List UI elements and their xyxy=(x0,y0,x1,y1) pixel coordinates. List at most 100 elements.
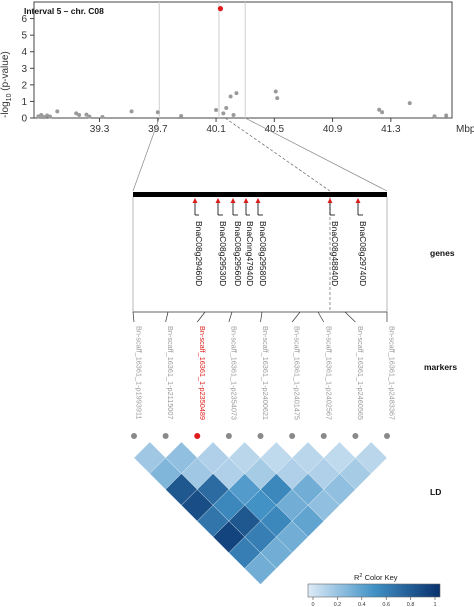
snp-point xyxy=(74,111,79,116)
gene-label: BnaCnng47940D xyxy=(245,221,255,286)
marker-label: Bn-scaff_16361_1-p2115007 xyxy=(166,326,175,419)
marker-dot xyxy=(352,433,359,439)
color-key-tick-label: 0.8 xyxy=(407,602,415,607)
x-tick-label: 39.3 xyxy=(90,124,110,135)
gene-arrow-head xyxy=(355,198,361,203)
color-key-title: R2 Color Key xyxy=(354,573,398,582)
x-tick-label: 40.1 xyxy=(206,124,226,135)
ld-row-label: LD xyxy=(430,487,441,497)
marker-connector xyxy=(165,311,169,323)
gene-label: BnaC08g29460D xyxy=(194,221,204,286)
marker-panel: Bn-scaff_16361_1-p1993911 Bn-scaff_16361_… xyxy=(131,311,397,439)
snp-point xyxy=(129,109,134,114)
marker-label: Bn-scaff_16361_1-p2401475 xyxy=(293,326,302,420)
color-key-tick-label: 0 xyxy=(311,602,314,607)
marker-connector xyxy=(260,311,263,323)
snp-point xyxy=(407,101,412,106)
marker-connector xyxy=(291,311,301,323)
gene-arrow-head xyxy=(327,198,333,203)
marker-label: Bn-scaff_16361_1-p2350489 xyxy=(198,326,207,420)
ld-heatmap xyxy=(133,441,388,585)
color-key-title-r: R xyxy=(354,573,360,582)
gene-panel: BnaC08g29460D BnaC08g29530D BnaC08g29560D B… xyxy=(132,192,388,312)
snp-point xyxy=(84,112,89,117)
y-tick-label: 4 xyxy=(21,47,27,58)
snp-point xyxy=(39,113,44,118)
snp-point xyxy=(100,115,105,120)
plot-frame xyxy=(33,1,453,119)
genes-row-label: genes xyxy=(430,248,455,258)
marker-dot xyxy=(384,433,390,439)
marker-connector xyxy=(228,311,233,323)
snp-point xyxy=(380,110,385,115)
marker-label: Bn-scaff_16361_1-p2483367 xyxy=(388,326,397,420)
snp-point xyxy=(228,94,233,99)
y-tick-label: 6 xyxy=(21,14,27,25)
snp-point xyxy=(273,89,278,94)
y-tick-label: 2 xyxy=(21,80,27,91)
marker-connector xyxy=(132,311,135,323)
lead-snp-point xyxy=(217,6,224,12)
zoom-connector-left xyxy=(132,117,160,192)
color-key-title-suffix: Color Key xyxy=(362,573,397,582)
color-key-tick-label: 0.4 xyxy=(358,602,366,607)
marker-dot xyxy=(162,433,169,439)
snp-point xyxy=(179,114,184,119)
color-key-tick-label: 0.2 xyxy=(334,602,342,607)
snp-point xyxy=(155,110,160,115)
marker-label: Bn-scaff_16361_1-p1993911 xyxy=(135,326,144,419)
snp-point xyxy=(55,109,60,114)
snp-point xyxy=(87,114,92,119)
gene-arrow-head xyxy=(255,198,261,203)
marker-dot xyxy=(289,433,296,439)
x-axis-label: Mbp xyxy=(456,124,474,135)
marker-dot xyxy=(225,433,232,439)
gene-arrow-head xyxy=(243,198,249,203)
marker-label: Bn-scaff_16361_1-p2400621 xyxy=(261,326,270,420)
snp-point xyxy=(275,96,280,101)
gene-arrow-head xyxy=(215,198,221,203)
x-tick-label: 40.5 xyxy=(265,124,285,135)
snp-point xyxy=(444,113,449,118)
marker-dot xyxy=(257,433,264,439)
color-key-bar xyxy=(307,583,441,598)
snp-point xyxy=(234,91,239,96)
gene-arrow-head xyxy=(230,198,236,203)
color-key-tick-label: 0.6 xyxy=(382,602,390,607)
gene-label: BnaC08g29580D xyxy=(258,221,268,286)
marker-connector xyxy=(344,311,356,323)
marker-label: Bn-scaff_16361_1-p2402567 xyxy=(324,326,333,420)
markers-row-label: markers xyxy=(424,362,457,372)
gene-label: BnaC08g29530D xyxy=(218,221,228,286)
snp-point xyxy=(377,107,382,112)
color-key-title-superscript: 2 xyxy=(359,573,362,579)
y-axis-label: -log10 (p-value) xyxy=(0,51,13,118)
y-axis-label-subscript: 10 xyxy=(6,93,13,101)
y-axis-label-prefix: -log xyxy=(0,101,11,118)
marker-dot xyxy=(194,433,201,439)
snp-point xyxy=(432,114,437,119)
gene-label: BnaC08g48840D xyxy=(330,221,340,286)
color-key-tick-label: 1 xyxy=(433,602,436,607)
color-key: R2 Color Key 0 0.2 0.4 0.6 0.8 1 xyxy=(307,573,441,607)
y-tick-label: 1 xyxy=(21,97,27,108)
snp-point xyxy=(42,115,47,120)
ld-cell xyxy=(244,552,277,585)
y-axis-label-suffix: (p-value) xyxy=(0,51,11,93)
x-tick-label: 40.9 xyxy=(323,124,343,135)
x-tick-label: 39.7 xyxy=(148,124,168,135)
snp-point xyxy=(221,111,226,116)
marker-label: Bn-scaff_16361_1-p2354073 xyxy=(229,326,238,420)
snp-point xyxy=(231,113,236,118)
marker-connector xyxy=(196,311,206,323)
x-tick-label: 41.3 xyxy=(381,124,401,135)
y-tick-label: 5 xyxy=(21,31,27,42)
y-tick-label: 0 xyxy=(21,114,27,125)
snp-point xyxy=(48,114,53,119)
marker-dot xyxy=(320,433,327,439)
gene-label: BnaC08g29560D xyxy=(233,221,243,286)
gene-label: BnaC08g29740D xyxy=(358,221,368,286)
marker-connector xyxy=(317,311,325,323)
snp-point xyxy=(214,108,219,113)
